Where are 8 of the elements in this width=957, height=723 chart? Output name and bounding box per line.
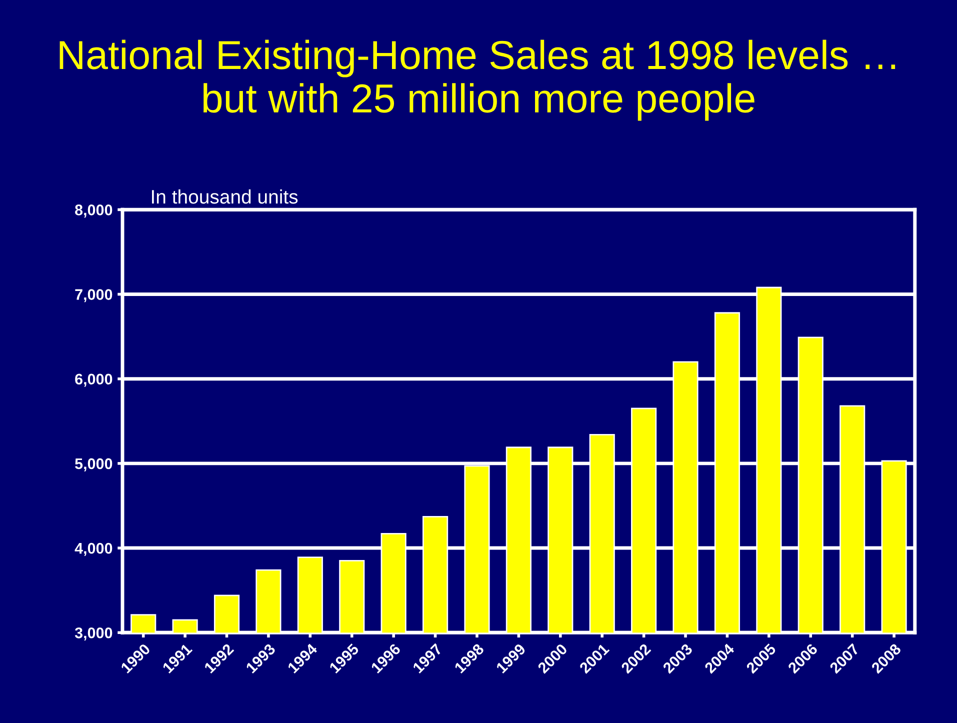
y-tick-label: 5,000 [75, 458, 112, 472]
chart-title: National Existing-Home Sales at 1998 levels … but with 25 million more people [60, 40, 896, 121]
y-tick-label: 8,000 [75, 204, 112, 218]
y-tick-label: 6,000 [75, 374, 112, 387]
text: In thousand units [152, 189, 298, 204]
y-tick-label: 3,000 [74, 627, 112, 641]
y-tick-label: 7,000 [75, 289, 112, 302]
y-tick-label: 4,000 [74, 542, 112, 556]
